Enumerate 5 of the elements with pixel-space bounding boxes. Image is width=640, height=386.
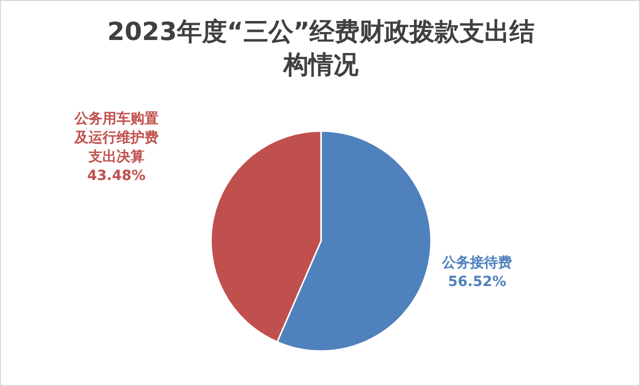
chart-title: 2023年度“三公”经费财政拨款支出结构情况 [106, 16, 536, 81]
data-label: 43.48% [86, 167, 147, 186]
slice-label: 公务接待费 [440, 254, 514, 274]
data-label: 56.52% [447, 273, 508, 292]
slice-label: 公务用车购置及运行维护费支出决算 [73, 110, 160, 168]
